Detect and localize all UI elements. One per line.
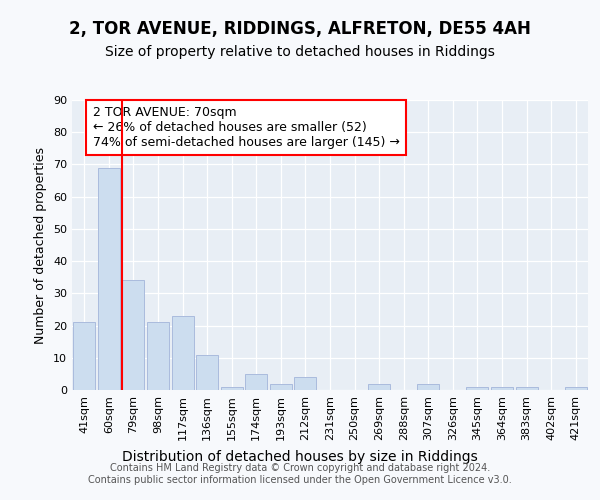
Bar	[295, 377, 316, 390]
Bar	[221, 387, 243, 390]
Y-axis label: Number of detached properties: Number of detached properties	[34, 146, 47, 344]
Bar	[172, 316, 194, 390]
Bar	[122, 280, 145, 390]
Bar	[98, 168, 120, 390]
Bar	[491, 387, 513, 390]
Bar	[515, 387, 538, 390]
Bar	[270, 384, 292, 390]
Bar	[417, 384, 439, 390]
Text: Distribution of detached houses by size in Riddings: Distribution of detached houses by size …	[122, 450, 478, 464]
Text: Contains HM Land Registry data © Crown copyright and database right 2024.
Contai: Contains HM Land Registry data © Crown c…	[88, 464, 512, 485]
Text: 2, TOR AVENUE, RIDDINGS, ALFRETON, DE55 4AH: 2, TOR AVENUE, RIDDINGS, ALFRETON, DE55 …	[69, 20, 531, 38]
Bar	[368, 384, 390, 390]
Text: Size of property relative to detached houses in Riddings: Size of property relative to detached ho…	[105, 45, 495, 59]
Bar	[73, 322, 95, 390]
Bar	[196, 354, 218, 390]
Bar	[565, 387, 587, 390]
Bar	[147, 322, 169, 390]
Bar	[245, 374, 268, 390]
Bar	[466, 387, 488, 390]
Text: 2 TOR AVENUE: 70sqm
← 26% of detached houses are smaller (52)
74% of semi-detach: 2 TOR AVENUE: 70sqm ← 26% of detached ho…	[92, 106, 400, 149]
